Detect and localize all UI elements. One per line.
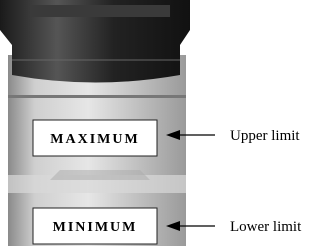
cap-top	[30, 5, 170, 17]
figure: MAXIMUM MINIMUM Upper limit Lower limit	[0, 0, 311, 246]
upper-label: Upper limit	[230, 128, 300, 144]
max-label: MAXIMUM	[50, 132, 139, 147]
inner-part	[50, 170, 150, 180]
lower-label: Lower limit	[230, 219, 302, 235]
rim	[8, 95, 186, 98]
min-label: MINIMUM	[53, 220, 138, 235]
